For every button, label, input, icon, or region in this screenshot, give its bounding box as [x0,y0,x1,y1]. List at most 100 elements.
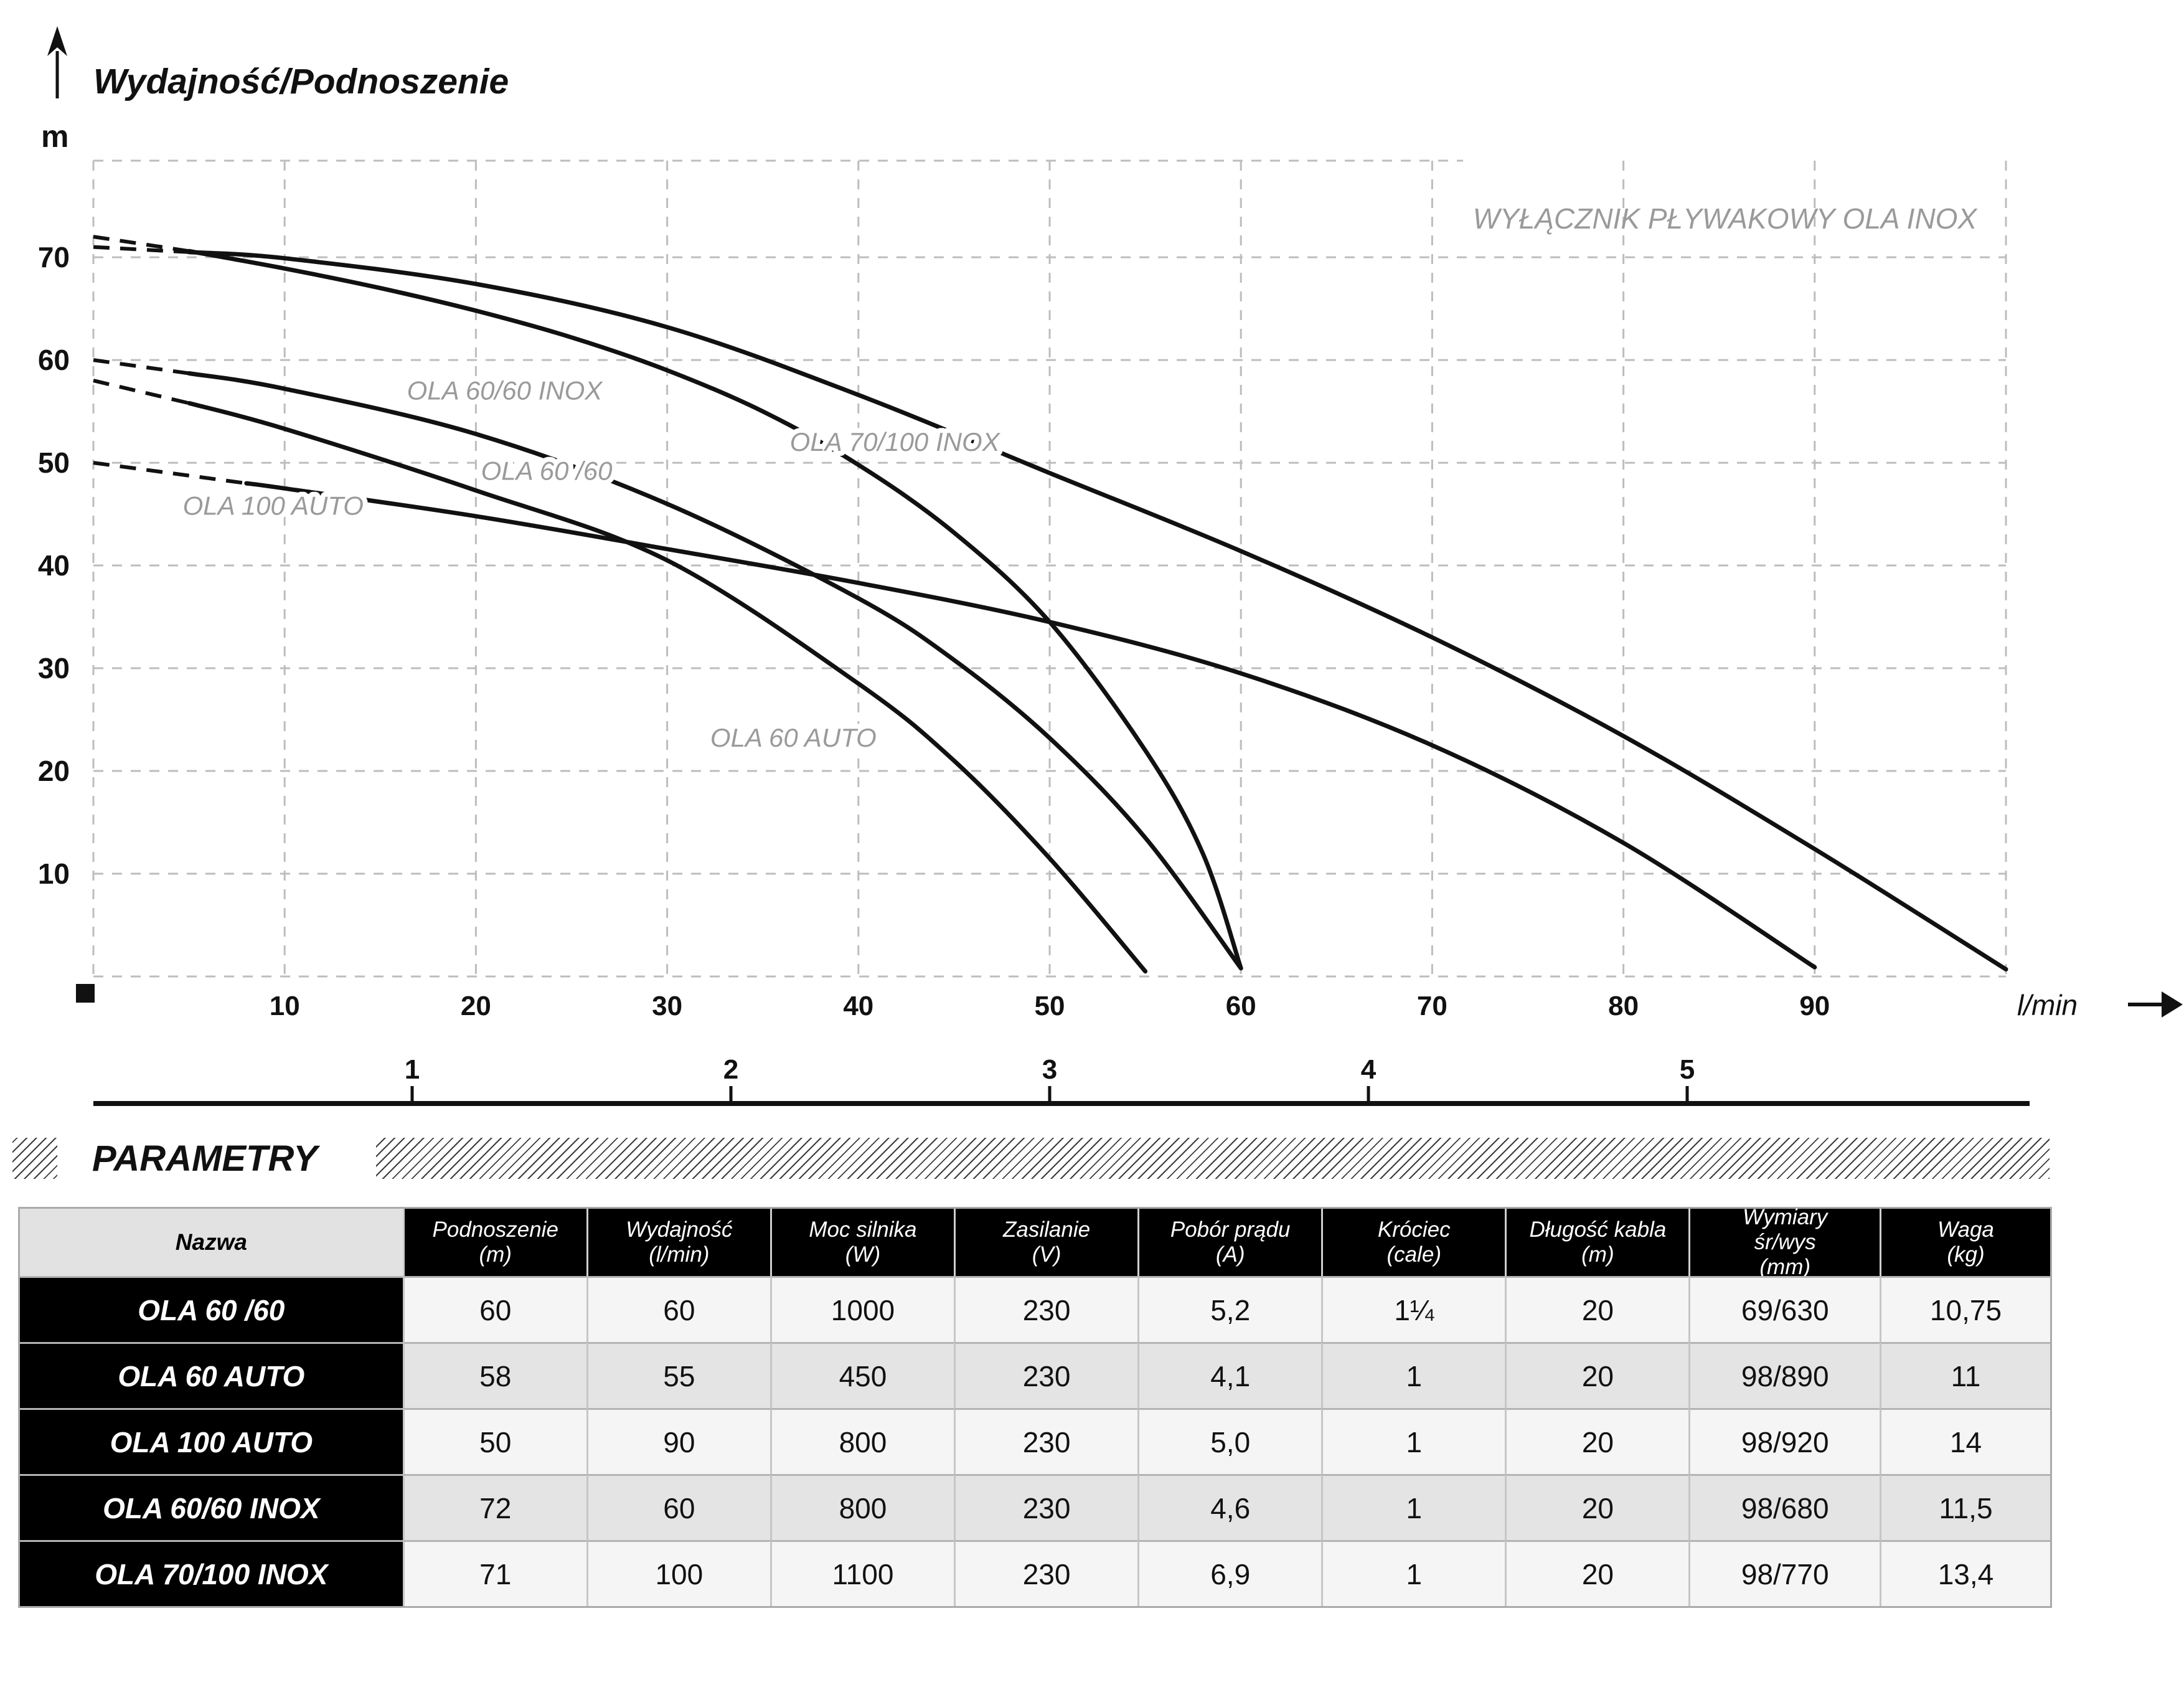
curve-label: OLA 60/60 INOX [407,376,604,405]
curve-dashed-ola-60-auto [93,379,190,405]
column-header-7: Długość kabla (m) [1505,1209,1689,1276]
parameters-table: Nazwa Podnoszenie (m) Wydajność (l/min) Moc s… [18,1205,2052,1608]
table-cell: 13,4 [1879,1540,2050,1606]
table-cell: 4,1 [1137,1342,1322,1408]
column-header-4: Zasilanie (V) [954,1209,1138,1276]
y-axis-unit-label: m [41,119,68,154]
table-cell: 5,2 [1137,1276,1322,1342]
y-axis-tick-label: 10 [38,858,70,890]
table-cell: 230 [954,1540,1138,1606]
table-cell: 71 [402,1540,586,1606]
table-cell: 6,9 [1137,1540,1322,1606]
x-axis-tick-label: 70 [1417,991,1447,1021]
table-cell: 1000 [770,1276,954,1342]
table-cell: 14 [1879,1408,2050,1474]
x-axis-tick-label: 40 [843,991,873,1021]
table-cell: 230 [954,1276,1138,1342]
table-cell: 450 [770,1342,954,1408]
table-cell: 20 [1505,1474,1689,1540]
pump-name-cell: OLA 70/100 INOX [20,1540,403,1606]
curve-ola-60-60-inox [187,248,1243,971]
table-cell: 800 [770,1474,954,1540]
table-cell: 4,6 [1137,1474,1322,1540]
column-header-1: Podnoszenie (m) [402,1209,586,1276]
parametry-label-box: PARAMETRY [57,1138,376,1179]
y-axis-tick-label: 50 [38,447,70,479]
arrow-right-icon [2162,991,2183,1018]
table-cell: 1 [1321,1342,1505,1408]
pump-name-cell: OLA 60 AUTO [20,1342,403,1408]
curve-ola-60-60 [187,371,1243,971]
table-cell: 69/630 [1688,1276,1880,1342]
table-cell: 1100 [770,1540,954,1606]
pump-performance-chart: 10 20 30 40 50 60 70 10 20 30 40 50 60 70 80 90 l/min Wyd… [38,26,2183,1106]
curve-dashed-ola-70-100-inox [93,245,189,254]
black-square-marker [76,984,95,1003]
x-axis-tick-label: 90 [1799,991,1830,1021]
curve-label: OLA 60 /60 [481,456,613,485]
table-cell: 20 [1505,1342,1689,1408]
table-cell: 58 [402,1342,586,1408]
curve-ola-100-auto [244,481,1817,970]
column-header-8: Wymiary śr/wys (mm) [1688,1205,1880,1279]
column-header-9: Waga (kg) [1879,1209,2050,1276]
table-cell: 20 [1505,1540,1689,1606]
table-cell: 10,75 [1879,1276,2050,1342]
curve-dashed-ola-100-auto [93,461,247,486]
curve-ola-70-100-inox [187,250,2008,971]
table-cell: 98/920 [1688,1408,1880,1474]
y-axis-tick-label: 70 [38,241,70,273]
chart-title: Wydajność/Podnoszenie [93,62,509,102]
pump-name-cell: OLA 100 AUTO [20,1408,403,1474]
table-cell: 230 [954,1408,1138,1474]
curve-label: OLA 100 AUTO [183,491,364,520]
x-axis-unit-label: l/min [2017,989,2078,1021]
column-header-2: Wydajność (l/min) [586,1209,770,1276]
column-header-6: Króciec (cale) [1321,1209,1505,1276]
y-axis-tick-label: 60 [38,344,70,376]
column-header-3: Moc silnika (W) [770,1209,954,1276]
x-axis-tick-label: 50 [1035,991,1065,1021]
curve-label: OLA 70/100 INOX [790,427,1001,456]
table-cell: 1 [1321,1540,1505,1606]
y-axis-tick-label: 30 [38,652,70,684]
table-cell: 98/890 [1688,1342,1880,1408]
curve-dashed-ola-60-60 [93,358,190,376]
pump-name-cell: OLA 60/60 INOX [20,1474,403,1540]
table-cell: 60 [586,1474,770,1540]
table-cell: 100 [586,1540,770,1606]
table-cell: 800 [770,1408,954,1474]
table-cell: 20 [1505,1408,1689,1474]
curve-ola-60-auto [187,400,1148,974]
parametry-title: PARAMETRY [92,1138,318,1179]
secondary-axis-tick-label: 2 [723,1054,738,1085]
table-cell: 11,5 [1879,1474,2050,1540]
table-cell: 72 [402,1474,586,1540]
table-cell: 60 [586,1276,770,1342]
table-cell: 98/770 [1688,1540,1880,1606]
table-cell: 1 [1321,1474,1505,1540]
x-axis-tick-label: 10 [270,991,300,1021]
table-cell: 20 [1505,1276,1689,1342]
secondary-axis-tick-label: 4 [1361,1054,1377,1085]
secondary-axis-tick-label: 5 [1680,1054,1695,1085]
table-cell: 11 [1879,1342,2050,1408]
curve-label: OLA 60 AUTO [710,723,877,752]
parametry-band: PARAMETRY [12,1138,2050,1179]
pump-name-cell: OLA 60 /60 [20,1276,403,1342]
table-cell: 230 [954,1342,1138,1408]
column-header-5: Pobór prądu (A) [1137,1209,1322,1276]
secondary-axis-tick-label: 3 [1042,1054,1057,1085]
table-cell: 60 [402,1276,586,1342]
arrow-up-icon [47,26,67,56]
y-axis-tick-label: 20 [38,755,70,787]
table-cell: 55 [586,1342,770,1408]
table-cell: 230 [954,1474,1138,1540]
secondary-axis-tick-label: 1 [405,1054,420,1085]
x-axis-tick-label: 60 [1226,991,1256,1021]
x-axis-tick-label: 30 [652,991,682,1021]
x-axis-tick-label: 80 [1608,991,1639,1021]
table-cell: 50 [402,1408,586,1474]
table-cell: 1¼ [1321,1276,1505,1342]
